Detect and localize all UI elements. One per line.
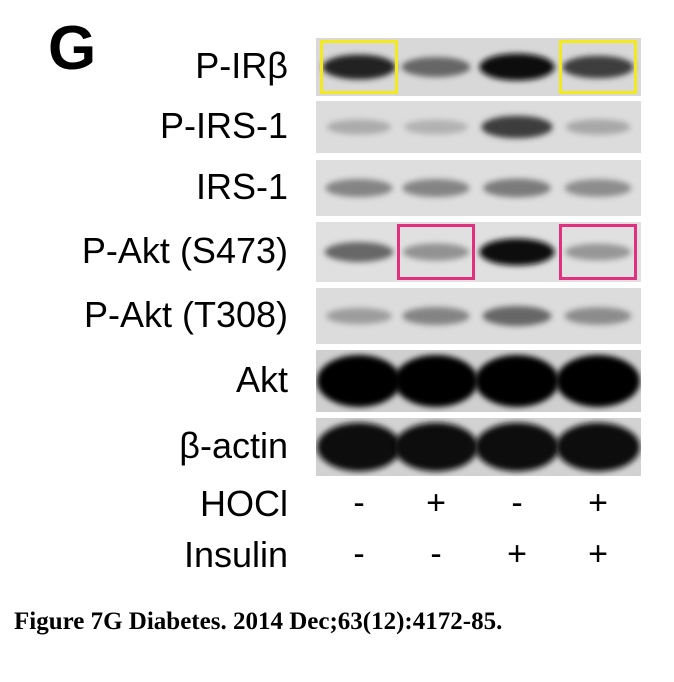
band-row2-lane3	[564, 179, 632, 197]
condition-sign-1-2: +	[507, 535, 527, 573]
blot-label-2: IRS-1	[195, 166, 288, 207]
blot-image-1	[316, 101, 641, 153]
band-row0-lane3	[562, 55, 634, 79]
band-row6-lane3	[556, 422, 640, 472]
blot-strip-1	[316, 101, 641, 153]
band-row4-lane3	[564, 307, 632, 325]
band-row5-lane1	[394, 354, 478, 408]
blot-label-5: Akt	[235, 359, 288, 400]
band-row2-lane1	[402, 178, 470, 198]
band-row1-lane2	[481, 115, 553, 139]
band-row0-lane2	[479, 53, 555, 81]
blot-label-0: P-IRβ	[195, 45, 288, 86]
highlight-box-3	[559, 224, 637, 280]
band-row4-lane0	[326, 307, 392, 325]
band-row5-lane0	[317, 354, 401, 408]
band-row3-lane0	[324, 242, 394, 262]
highlight-box-0	[320, 40, 398, 94]
blot-strip-4	[316, 288, 641, 344]
blot-strip-6	[316, 418, 641, 476]
blot-strip-2	[316, 160, 641, 216]
blot-strip-0	[316, 38, 641, 96]
band-row0-lane1	[401, 57, 471, 77]
band-row4-lane1	[402, 306, 470, 326]
band-row5-lane2	[475, 354, 559, 408]
blot-strip-3	[316, 222, 641, 282]
blot-image-5	[316, 350, 641, 412]
blot-strip-5	[316, 350, 641, 412]
condition-sign-1-3: +	[588, 535, 608, 573]
condition-sign-0-2: -	[511, 484, 523, 522]
condition-sign-1-0: -	[353, 535, 365, 573]
blot-image-4	[316, 288, 641, 344]
condition-sign-1-1: -	[430, 535, 442, 573]
blot-image-3	[316, 222, 641, 282]
band-row5-lane3	[556, 354, 640, 408]
band-row1-lane1	[404, 119, 468, 135]
blot-label-3: P-Akt (S473)	[81, 230, 288, 271]
band-row3-lane1	[402, 243, 470, 261]
band-row6-lane1	[394, 422, 478, 472]
condition-sign-0-0: -	[353, 484, 365, 522]
band-row3-lane2	[479, 238, 555, 266]
blot-label-4: P-Akt (T308)	[83, 294, 288, 335]
blot-image-0	[316, 38, 641, 96]
highlight-box-2	[397, 224, 475, 280]
condition-sign-0-3: +	[588, 484, 608, 522]
band-row0-lane0	[322, 54, 396, 80]
blot-label-1: P-IRS-1	[159, 105, 288, 146]
band-row3-lane3	[564, 243, 632, 261]
band-row2-lane2	[483, 178, 551, 198]
condition-sign-0-1: +	[426, 484, 446, 522]
condition-label-0: HOCl	[200, 483, 288, 524]
panel-letter: G	[48, 14, 97, 83]
band-row6-lane2	[475, 422, 559, 472]
band-row1-lane3	[565, 119, 631, 135]
band-row2-lane0	[325, 178, 393, 198]
highlight-box-1	[559, 40, 637, 94]
condition-label-1: Insulin	[183, 534, 288, 575]
band-row6-lane0	[317, 422, 401, 472]
figure-caption: Figure 7G Diabetes. 2014 Dec;63(12):4172…	[14, 608, 503, 635]
blot-image-2	[316, 160, 641, 216]
band-row1-lane0	[326, 119, 392, 135]
blot-image-6	[316, 418, 641, 476]
band-row4-lane2	[482, 306, 552, 326]
blot-label-6: β-actin	[179, 425, 288, 466]
